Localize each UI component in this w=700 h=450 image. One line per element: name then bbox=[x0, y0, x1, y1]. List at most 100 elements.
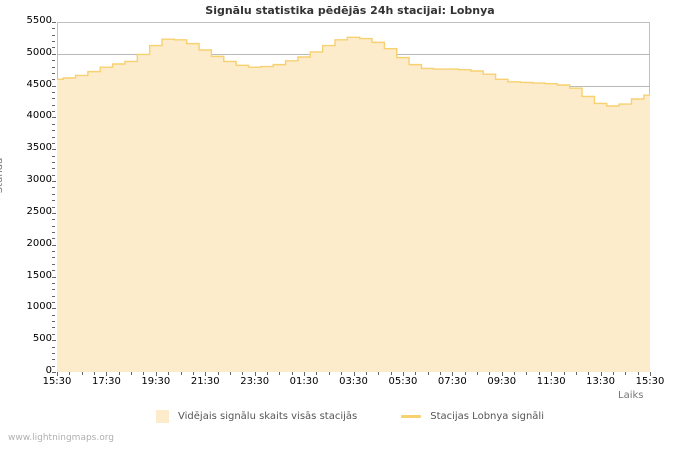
x-minor-tick bbox=[69, 372, 71, 375]
y-minor-tick bbox=[52, 333, 55, 335]
y-axis-title: Stundā bbox=[0, 157, 6, 194]
series-line bbox=[57, 36, 650, 107]
y-tick-mark bbox=[52, 276, 56, 278]
x-tick-label: 21:30 bbox=[190, 376, 220, 387]
x-minor-tick bbox=[131, 372, 133, 375]
y-tick-mark bbox=[52, 117, 56, 119]
x-tick-mark bbox=[353, 372, 355, 376]
x-tick-mark bbox=[254, 372, 256, 376]
y-tick-label: 2500 bbox=[26, 205, 52, 217]
x-minor-tick bbox=[328, 372, 330, 375]
x-tick-label: 15:30 bbox=[635, 376, 665, 387]
x-tick-mark bbox=[304, 372, 306, 376]
y-minor-tick bbox=[52, 282, 55, 284]
y-minor-tick bbox=[52, 263, 55, 265]
y-minor-tick bbox=[52, 219, 55, 221]
y-minor-tick bbox=[52, 174, 55, 176]
y-minor-tick bbox=[52, 251, 55, 253]
x-minor-tick bbox=[612, 372, 614, 375]
y-tick-mark bbox=[52, 340, 56, 342]
chart-legend: Vidējais signālu skaits visās stacijās S… bbox=[0, 410, 700, 423]
y-minor-tick bbox=[52, 111, 55, 113]
x-minor-tick bbox=[489, 372, 491, 375]
x-minor-tick bbox=[316, 372, 318, 375]
y-minor-tick bbox=[52, 142, 55, 144]
y-minor-tick bbox=[52, 34, 55, 36]
x-minor-tick bbox=[464, 372, 466, 375]
x-minor-tick bbox=[81, 372, 83, 375]
x-tick-mark bbox=[57, 372, 58, 376]
y-tick-label: 2000 bbox=[26, 237, 52, 249]
y-tick-label: 5000 bbox=[26, 46, 52, 58]
y-minor-tick bbox=[52, 359, 55, 361]
y-minor-tick bbox=[52, 187, 55, 189]
x-tick-mark bbox=[106, 372, 108, 376]
y-minor-tick bbox=[52, 270, 55, 272]
x-minor-tick bbox=[94, 372, 96, 375]
y-minor-tick bbox=[52, 346, 55, 348]
y-minor-tick bbox=[52, 28, 55, 30]
x-minor-tick bbox=[180, 372, 182, 375]
y-minor-tick bbox=[52, 200, 55, 202]
y-tick-mark bbox=[52, 308, 56, 310]
legend-label-station: Stacijas Lobnya signāli bbox=[430, 411, 544, 422]
chart-title: Signālu statistika pēdējās 24h stacijai:… bbox=[205, 4, 495, 17]
y-minor-tick bbox=[52, 41, 55, 43]
x-minor-tick bbox=[390, 372, 392, 375]
y-minor-tick bbox=[52, 365, 55, 367]
y-minor-tick bbox=[52, 155, 55, 157]
y-minor-tick bbox=[52, 136, 55, 138]
x-minor-tick bbox=[538, 372, 540, 375]
x-minor-tick bbox=[217, 372, 219, 375]
x-minor-tick bbox=[477, 372, 479, 375]
x-minor-tick bbox=[291, 372, 293, 375]
x-tick-mark bbox=[452, 372, 454, 376]
y-tick-label: 1000 bbox=[26, 301, 52, 313]
x-minor-tick bbox=[427, 372, 429, 375]
y-tick-label: 500 bbox=[32, 333, 52, 345]
y-tick-label: 0 bbox=[45, 365, 52, 376]
x-tick-label: 19:30 bbox=[141, 376, 171, 387]
y-minor-tick bbox=[52, 92, 55, 93]
x-tick-label: 07:30 bbox=[437, 376, 467, 387]
y-minor-tick bbox=[52, 79, 55, 81]
x-minor-tick bbox=[229, 372, 231, 375]
y-minor-tick bbox=[52, 289, 55, 291]
x-tick-mark bbox=[600, 372, 602, 376]
x-minor-tick bbox=[625, 372, 627, 375]
legend-label-average: Vidējais signālu skaits visās stacijās bbox=[178, 411, 358, 422]
y-minor-tick bbox=[52, 168, 55, 170]
y-tick-label: 3500 bbox=[26, 142, 52, 154]
y-minor-tick bbox=[52, 257, 55, 259]
series-area-chart bbox=[57, 36, 650, 372]
x-minor-tick bbox=[415, 372, 417, 375]
y-tick-mark bbox=[52, 181, 56, 183]
x-minor-tick bbox=[563, 372, 565, 375]
y-minor-tick bbox=[52, 321, 55, 323]
y-tick-mark bbox=[52, 85, 56, 87]
x-minor-tick bbox=[378, 372, 380, 375]
x-tick-label: 11:30 bbox=[536, 376, 566, 387]
x-tick-label: 17:30 bbox=[91, 376, 121, 387]
plot-area bbox=[57, 22, 650, 372]
x-minor-tick bbox=[526, 372, 528, 375]
y-tick-mark bbox=[52, 212, 56, 214]
line-swatch-icon bbox=[401, 415, 422, 418]
y-minor-tick bbox=[52, 47, 55, 49]
x-minor-tick bbox=[143, 372, 145, 375]
y-minor-tick bbox=[52, 123, 55, 125]
y-tick-label: 3000 bbox=[26, 174, 52, 186]
y-tick-mark bbox=[52, 149, 56, 151]
y-tick-label: 5500 bbox=[26, 15, 52, 26]
y-tick-mark bbox=[52, 372, 56, 373]
x-axis-labels: 15:30 17:30 19:30 21:30 23:30 01:30 03:30 05:30… bbox=[0, 376, 700, 392]
x-tick-mark bbox=[205, 372, 207, 376]
x-minor-tick bbox=[637, 372, 639, 375]
x-minor-tick bbox=[588, 372, 590, 375]
x-minor-tick bbox=[192, 372, 194, 375]
y-tick-label: 4000 bbox=[26, 110, 52, 122]
y-minor-tick bbox=[52, 66, 55, 68]
y-minor-tick bbox=[52, 232, 55, 233]
y-minor-tick bbox=[52, 206, 55, 208]
